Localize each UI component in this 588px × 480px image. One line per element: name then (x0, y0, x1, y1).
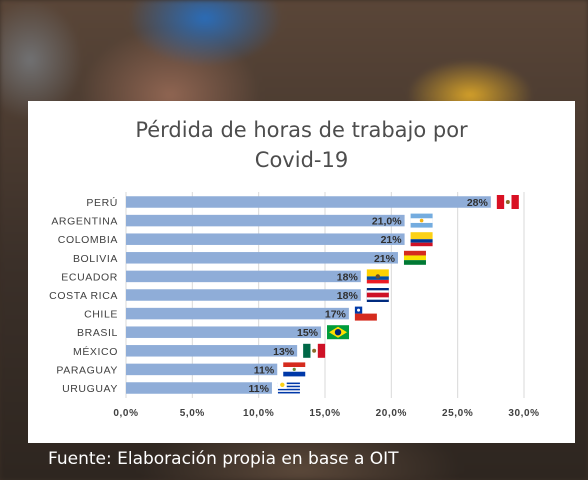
bar (126, 214, 405, 227)
bar-chart: 0,0% 5,0% 10,0% 15,0% 20,0% 25,0% 30,0% PERÚ 28%… (49, 192, 539, 419)
data-label: 13% (273, 346, 295, 358)
category-label: COSTA RICA (49, 290, 118, 302)
bar (126, 382, 272, 394)
data-label: 17% (325, 309, 347, 321)
mexico-flag (303, 343, 326, 358)
data-label: 15% (297, 327, 319, 339)
x-tick-label: 0,0% (113, 408, 138, 419)
x-tick-label: 15,0% (309, 408, 340, 419)
category-label: URUGUAY (62, 383, 118, 395)
x-tick-label: 25,0% (442, 408, 473, 419)
data-label: 21% (374, 253, 396, 265)
bar (126, 289, 361, 301)
category-label: ARGENTINA (51, 216, 118, 228)
bar (126, 233, 405, 245)
argentina-flag (410, 213, 433, 228)
data-label: 21% (381, 234, 403, 246)
uruguay-flag (277, 381, 300, 395)
peru-flag (496, 195, 519, 209)
data-label: 18% (337, 271, 359, 283)
data-label: 28% (467, 197, 489, 209)
chart-title: Pérdida de horas de trabajo por Covid-19 (28, 115, 575, 175)
category-label: PARAGUAY (56, 364, 118, 376)
bar (126, 270, 361, 283)
chart-title-line-1: Pérdida de horas de trabajo por (135, 118, 468, 142)
chart-title-line-2: Covid-19 (254, 148, 349, 172)
data-label: 11% (254, 364, 275, 376)
data-label: 21,0% (372, 216, 402, 228)
category-label: COLOMBIA (58, 234, 118, 246)
chart-card: Pérdida de horas de trabajo por Covid-19… (28, 101, 575, 443)
bar (126, 363, 278, 376)
bar (126, 307, 349, 320)
x-tick-label: 30,0% (508, 408, 539, 419)
bar (126, 326, 322, 338)
bar (126, 252, 398, 264)
x-tick-label: 10,0% (243, 408, 274, 419)
data-label: 11% (248, 383, 269, 395)
category-label: PERÚ (86, 196, 118, 209)
category-label: BRASIL (77, 327, 118, 339)
paraguay-flag (283, 362, 306, 377)
brazil-flag (327, 325, 350, 340)
bar (126, 196, 491, 208)
costa-rica-flag (366, 288, 389, 302)
ecuador-flag (366, 269, 389, 284)
bolivia-flag (403, 250, 426, 265)
category-label: MÉXICO (73, 345, 118, 358)
x-tick-label: 5,0% (180, 408, 205, 419)
chile-flag (354, 306, 377, 321)
bar (126, 345, 298, 357)
x-tick-label: 20,0% (376, 408, 407, 419)
colombia-flag (410, 232, 433, 247)
data-label: 18% (337, 290, 359, 302)
category-label: ECUADOR (61, 271, 118, 283)
category-label: CHILE (84, 309, 118, 321)
source-footnote: Fuente: Elaboración propia en base a OIT (48, 449, 399, 469)
category-label: BOLIVIA (73, 253, 118, 265)
